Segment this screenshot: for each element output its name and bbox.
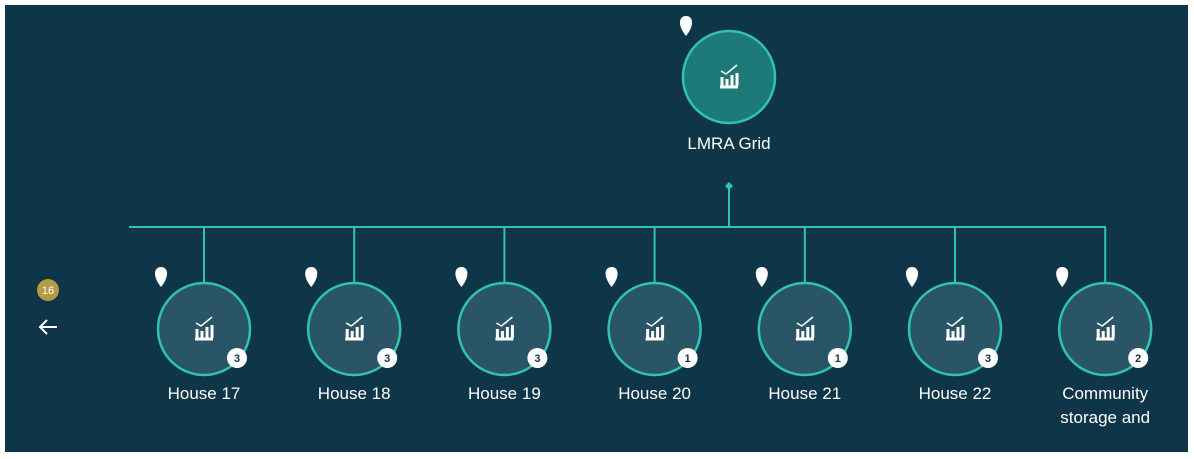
chart-icon-trend bbox=[646, 316, 664, 327]
node-label: LMRA Grid bbox=[687, 134, 771, 153]
badge-circle bbox=[827, 348, 848, 368]
chart-icon bbox=[795, 325, 815, 341]
location-pin bbox=[605, 267, 618, 287]
node-circle bbox=[457, 281, 552, 377]
badge-circle bbox=[677, 348, 698, 368]
badge-count: 1 bbox=[685, 353, 691, 365]
badge-circle bbox=[978, 348, 998, 368]
chart-icon-trend bbox=[1096, 316, 1114, 327]
badge-count: 2 bbox=[1135, 353, 1141, 365]
connector-dot bbox=[725, 182, 733, 190]
chart-icon bbox=[195, 325, 214, 341]
node-label: Community storage and bbox=[1060, 384, 1151, 427]
chart-icon-trend bbox=[195, 316, 213, 327]
chart-icon bbox=[1096, 325, 1115, 341]
back-arrow[interactable] bbox=[38, 319, 57, 335]
node-label: House 19 bbox=[468, 384, 541, 403]
child-node[interactable]: 1 bbox=[757, 281, 853, 377]
badge-count: 16 bbox=[42, 285, 54, 297]
location-pin bbox=[154, 267, 168, 287]
node-circle bbox=[757, 281, 853, 377]
node-label: House 21 bbox=[768, 384, 842, 403]
node-circle bbox=[1057, 281, 1153, 377]
chart-icon bbox=[345, 325, 364, 341]
badge-circle bbox=[227, 348, 247, 368]
child-node[interactable]: 3 bbox=[156, 281, 252, 377]
badge-circle bbox=[377, 348, 398, 368]
badge-count: 3 bbox=[534, 353, 540, 365]
badge-count: 3 bbox=[985, 353, 991, 365]
badge-count: 3 bbox=[234, 353, 240, 365]
chart-icon bbox=[495, 325, 514, 341]
chart-icon-trend bbox=[720, 64, 738, 75]
child-node[interactable]: 1 bbox=[607, 281, 702, 377]
location-pin bbox=[1056, 267, 1069, 287]
chart-icon-trend bbox=[496, 316, 513, 327]
location-pin bbox=[755, 267, 768, 287]
chart-icon bbox=[645, 325, 665, 341]
badge-circle bbox=[1128, 348, 1149, 368]
badge-count: 1 bbox=[835, 353, 841, 365]
badge-count: 3 bbox=[384, 353, 390, 365]
node-label: House 22 bbox=[918, 384, 992, 403]
chart-icon bbox=[720, 73, 739, 89]
node-circle bbox=[907, 281, 1003, 377]
child-node[interactable]: 3 bbox=[907, 281, 1003, 377]
chart-icon-trend bbox=[345, 316, 363, 327]
badge-circle bbox=[527, 348, 548, 368]
node-circle bbox=[607, 281, 702, 377]
tree-panel bbox=[5, 5, 1188, 452]
location-pin bbox=[305, 267, 318, 287]
chart-icon-trend bbox=[796, 316, 814, 327]
location-pin bbox=[455, 267, 468, 287]
node-label: House 20 bbox=[618, 384, 691, 403]
node-label: House 17 bbox=[167, 384, 241, 403]
child-node[interactable]: 3 bbox=[306, 281, 402, 377]
child-node[interactable]: 2 bbox=[1057, 281, 1153, 377]
badge-circle bbox=[37, 279, 59, 301]
node-circle bbox=[156, 281, 252, 377]
chart-icon-trend bbox=[946, 316, 964, 327]
node-circle bbox=[306, 281, 402, 377]
node-label: House 18 bbox=[317, 384, 391, 403]
child-node[interactable]: 3 bbox=[457, 281, 552, 377]
location-pin bbox=[905, 267, 919, 287]
chart-icon bbox=[946, 325, 965, 341]
root-node[interactable] bbox=[681, 29, 777, 125]
location-pin bbox=[679, 16, 693, 36]
back-badge[interactable]: 16 bbox=[37, 279, 59, 301]
node-circle bbox=[681, 29, 777, 125]
